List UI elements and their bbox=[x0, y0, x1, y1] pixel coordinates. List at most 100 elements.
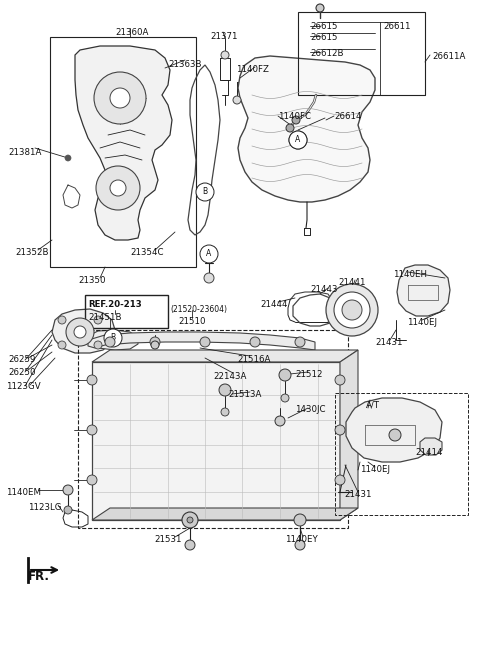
Text: 1123GV: 1123GV bbox=[6, 382, 41, 391]
Text: 21363B: 21363B bbox=[168, 60, 202, 69]
Circle shape bbox=[187, 517, 193, 523]
Text: 21381A: 21381A bbox=[8, 148, 41, 157]
Text: FR.: FR. bbox=[28, 570, 50, 583]
Text: 1430JC: 1430JC bbox=[295, 405, 325, 414]
Text: 26611A: 26611A bbox=[432, 52, 466, 61]
Text: 1140EY: 1140EY bbox=[285, 535, 318, 544]
Circle shape bbox=[110, 88, 130, 108]
Text: 1140FZ: 1140FZ bbox=[236, 65, 269, 74]
Text: 26259: 26259 bbox=[8, 355, 36, 364]
Text: A: A bbox=[295, 135, 300, 144]
Text: 21414: 21414 bbox=[415, 448, 443, 457]
Circle shape bbox=[233, 96, 241, 104]
Circle shape bbox=[58, 341, 66, 349]
Circle shape bbox=[150, 337, 160, 347]
Circle shape bbox=[281, 394, 289, 402]
Text: 21443: 21443 bbox=[310, 285, 337, 294]
Text: 26611: 26611 bbox=[383, 22, 410, 31]
Text: B: B bbox=[203, 187, 207, 196]
Circle shape bbox=[200, 245, 218, 263]
Text: 26250: 26250 bbox=[8, 368, 36, 377]
Polygon shape bbox=[88, 332, 315, 350]
Text: REF.20-213: REF.20-213 bbox=[88, 300, 142, 309]
Text: A: A bbox=[206, 250, 212, 259]
Circle shape bbox=[105, 337, 115, 347]
Circle shape bbox=[286, 124, 294, 132]
Circle shape bbox=[66, 318, 94, 346]
Circle shape bbox=[275, 416, 285, 426]
Circle shape bbox=[63, 485, 73, 495]
Text: 1140EM: 1140EM bbox=[6, 488, 41, 497]
Bar bbox=[78, 330, 348, 528]
Text: 1140EH: 1140EH bbox=[393, 270, 427, 279]
Circle shape bbox=[294, 514, 306, 526]
Circle shape bbox=[204, 273, 214, 283]
Text: 1123LG: 1123LG bbox=[28, 503, 61, 512]
Circle shape bbox=[389, 429, 401, 441]
Polygon shape bbox=[52, 309, 115, 353]
Circle shape bbox=[94, 341, 102, 349]
Text: 22143A: 22143A bbox=[213, 372, 246, 381]
Circle shape bbox=[295, 337, 305, 347]
Circle shape bbox=[334, 292, 370, 328]
Circle shape bbox=[65, 155, 71, 161]
Text: 26614: 26614 bbox=[334, 112, 361, 121]
Circle shape bbox=[196, 183, 214, 201]
Text: 21431: 21431 bbox=[375, 338, 403, 347]
Bar bbox=[298, 12, 425, 95]
Circle shape bbox=[335, 375, 345, 385]
Text: 21350: 21350 bbox=[78, 276, 106, 285]
Text: 21441: 21441 bbox=[338, 278, 365, 287]
Polygon shape bbox=[238, 56, 375, 202]
Text: A/T: A/T bbox=[366, 400, 380, 409]
Bar bbox=[335, 393, 468, 515]
Text: 1140FC: 1140FC bbox=[278, 112, 311, 121]
Text: B: B bbox=[110, 333, 116, 343]
Circle shape bbox=[87, 375, 97, 385]
Text: 21360A: 21360A bbox=[115, 28, 148, 37]
Text: 21354C: 21354C bbox=[130, 248, 164, 257]
Text: 26612B: 26612B bbox=[310, 49, 344, 58]
Text: 21451B: 21451B bbox=[88, 313, 121, 322]
Polygon shape bbox=[92, 350, 358, 362]
Circle shape bbox=[292, 116, 300, 124]
Circle shape bbox=[151, 341, 159, 349]
Text: 26615: 26615 bbox=[310, 33, 337, 42]
Circle shape bbox=[316, 4, 324, 12]
Circle shape bbox=[94, 72, 146, 124]
Circle shape bbox=[58, 316, 66, 324]
Circle shape bbox=[342, 300, 362, 320]
Polygon shape bbox=[92, 362, 340, 520]
Circle shape bbox=[104, 329, 122, 347]
Circle shape bbox=[326, 284, 378, 336]
Polygon shape bbox=[75, 46, 172, 240]
Text: 1140EJ: 1140EJ bbox=[407, 318, 437, 327]
Circle shape bbox=[295, 540, 305, 550]
Text: 21516A: 21516A bbox=[237, 355, 270, 364]
Circle shape bbox=[219, 384, 231, 396]
Bar bbox=[50, 37, 196, 267]
Text: 1140EJ: 1140EJ bbox=[360, 465, 390, 474]
Circle shape bbox=[182, 512, 198, 528]
Circle shape bbox=[110, 180, 126, 196]
Bar bbox=[85, 295, 168, 328]
Text: 21513A: 21513A bbox=[228, 390, 262, 399]
Text: 21352B: 21352B bbox=[15, 248, 48, 257]
Polygon shape bbox=[340, 350, 358, 520]
Circle shape bbox=[74, 326, 86, 338]
Circle shape bbox=[221, 408, 229, 416]
Text: 21510: 21510 bbox=[178, 317, 205, 326]
Text: 21531: 21531 bbox=[154, 535, 181, 544]
Text: (21520-23604): (21520-23604) bbox=[170, 305, 227, 314]
Text: A: A bbox=[295, 135, 300, 144]
Circle shape bbox=[250, 337, 260, 347]
Text: 21371: 21371 bbox=[210, 32, 238, 41]
Text: 21444: 21444 bbox=[260, 300, 288, 309]
Circle shape bbox=[94, 316, 102, 324]
Text: 21512: 21512 bbox=[295, 370, 323, 379]
Circle shape bbox=[200, 337, 210, 347]
Polygon shape bbox=[346, 398, 442, 462]
Circle shape bbox=[289, 131, 307, 149]
Circle shape bbox=[279, 369, 291, 381]
Polygon shape bbox=[92, 508, 358, 520]
